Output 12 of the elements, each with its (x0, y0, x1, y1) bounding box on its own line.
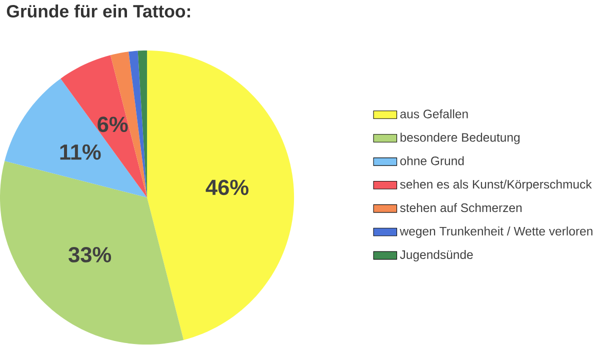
legend-label: aus Gefallen (400, 110, 468, 119)
data-label: 46% (206, 180, 248, 196)
data-label: 11% (60, 144, 101, 160)
legend-label: ohne Grund (400, 156, 464, 166)
legend-label: Jugendsünde (400, 250, 473, 262)
legend-label: wegen Trunkenheit / Wette verloren (400, 226, 592, 238)
legend-label: besondere Bedeutung (400, 132, 520, 144)
chart-title: Gründe für ein Tattoo: (6, 4, 190, 18)
legend-label: sehen es als Kunst/Körperschmuck (400, 180, 592, 192)
data-label: 33% (68, 247, 112, 263)
data-label: 6% (98, 116, 128, 132)
legend-label: stehen auf Schmerzen (400, 203, 522, 212)
